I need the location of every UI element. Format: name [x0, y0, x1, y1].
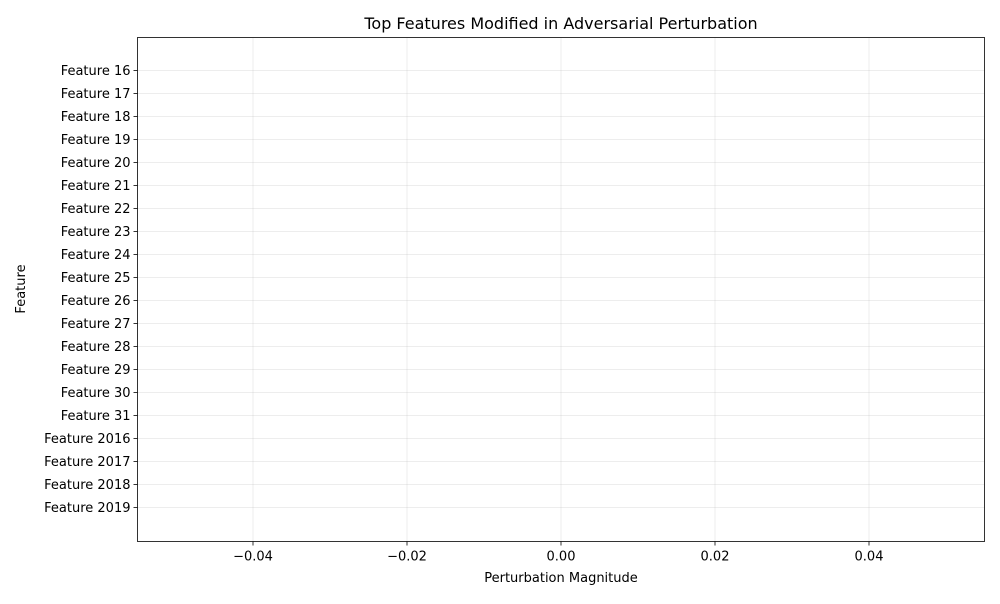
y-axis-label: Feature: [14, 264, 29, 313]
y-tick-label: Feature 2017: [44, 455, 130, 470]
y-tick-label: Feature 26: [61, 294, 131, 309]
x-tick-label: 0.00: [547, 550, 576, 565]
y-tick-label: Feature 31: [61, 409, 131, 424]
grid-lines: [137, 37, 985, 542]
y-tick-label: Feature 22: [61, 202, 131, 217]
x-axis-ticks: −0.04 −0.02 0.00 0.02 0.04: [233, 541, 884, 565]
y-tick-label: Feature 2018: [44, 478, 130, 493]
y-tick-label: Feature 16: [61, 64, 131, 79]
y-tick-label: Feature 30: [61, 386, 131, 401]
y-tick-label: Feature 24: [61, 248, 131, 263]
y-tick-label: Feature 19: [61, 133, 131, 148]
x-tick-label: 0.04: [855, 550, 884, 565]
y-tick-label: Feature 17: [61, 87, 131, 102]
y-tick-label: Feature 23: [61, 225, 131, 240]
y-tick-label: Feature 21: [61, 179, 131, 194]
y-tick-label: Feature 20: [61, 156, 131, 171]
x-tick-label: 0.02: [701, 550, 730, 565]
y-tick-label: Feature 2016: [44, 432, 130, 447]
chart-title: Top Features Modified in Adversarial Per…: [363, 14, 757, 33]
x-axis-label: Perturbation Magnitude: [484, 571, 638, 586]
y-tick-label: Feature 28: [61, 340, 131, 355]
y-tick-label: Feature 25: [61, 271, 131, 286]
x-tick-label: −0.02: [387, 550, 427, 565]
y-tick-label: Feature 29: [61, 363, 131, 378]
y-axis-ticks: Feature 16 Feature 17 Feature 18 Feature 19…: [44, 64, 138, 516]
y-tick-label: Feature 27: [61, 317, 131, 332]
y-tick-label: Feature 2019: [44, 501, 130, 516]
y-tick-label: Feature 18: [61, 110, 131, 125]
x-tick-label: −0.04: [233, 550, 273, 565]
